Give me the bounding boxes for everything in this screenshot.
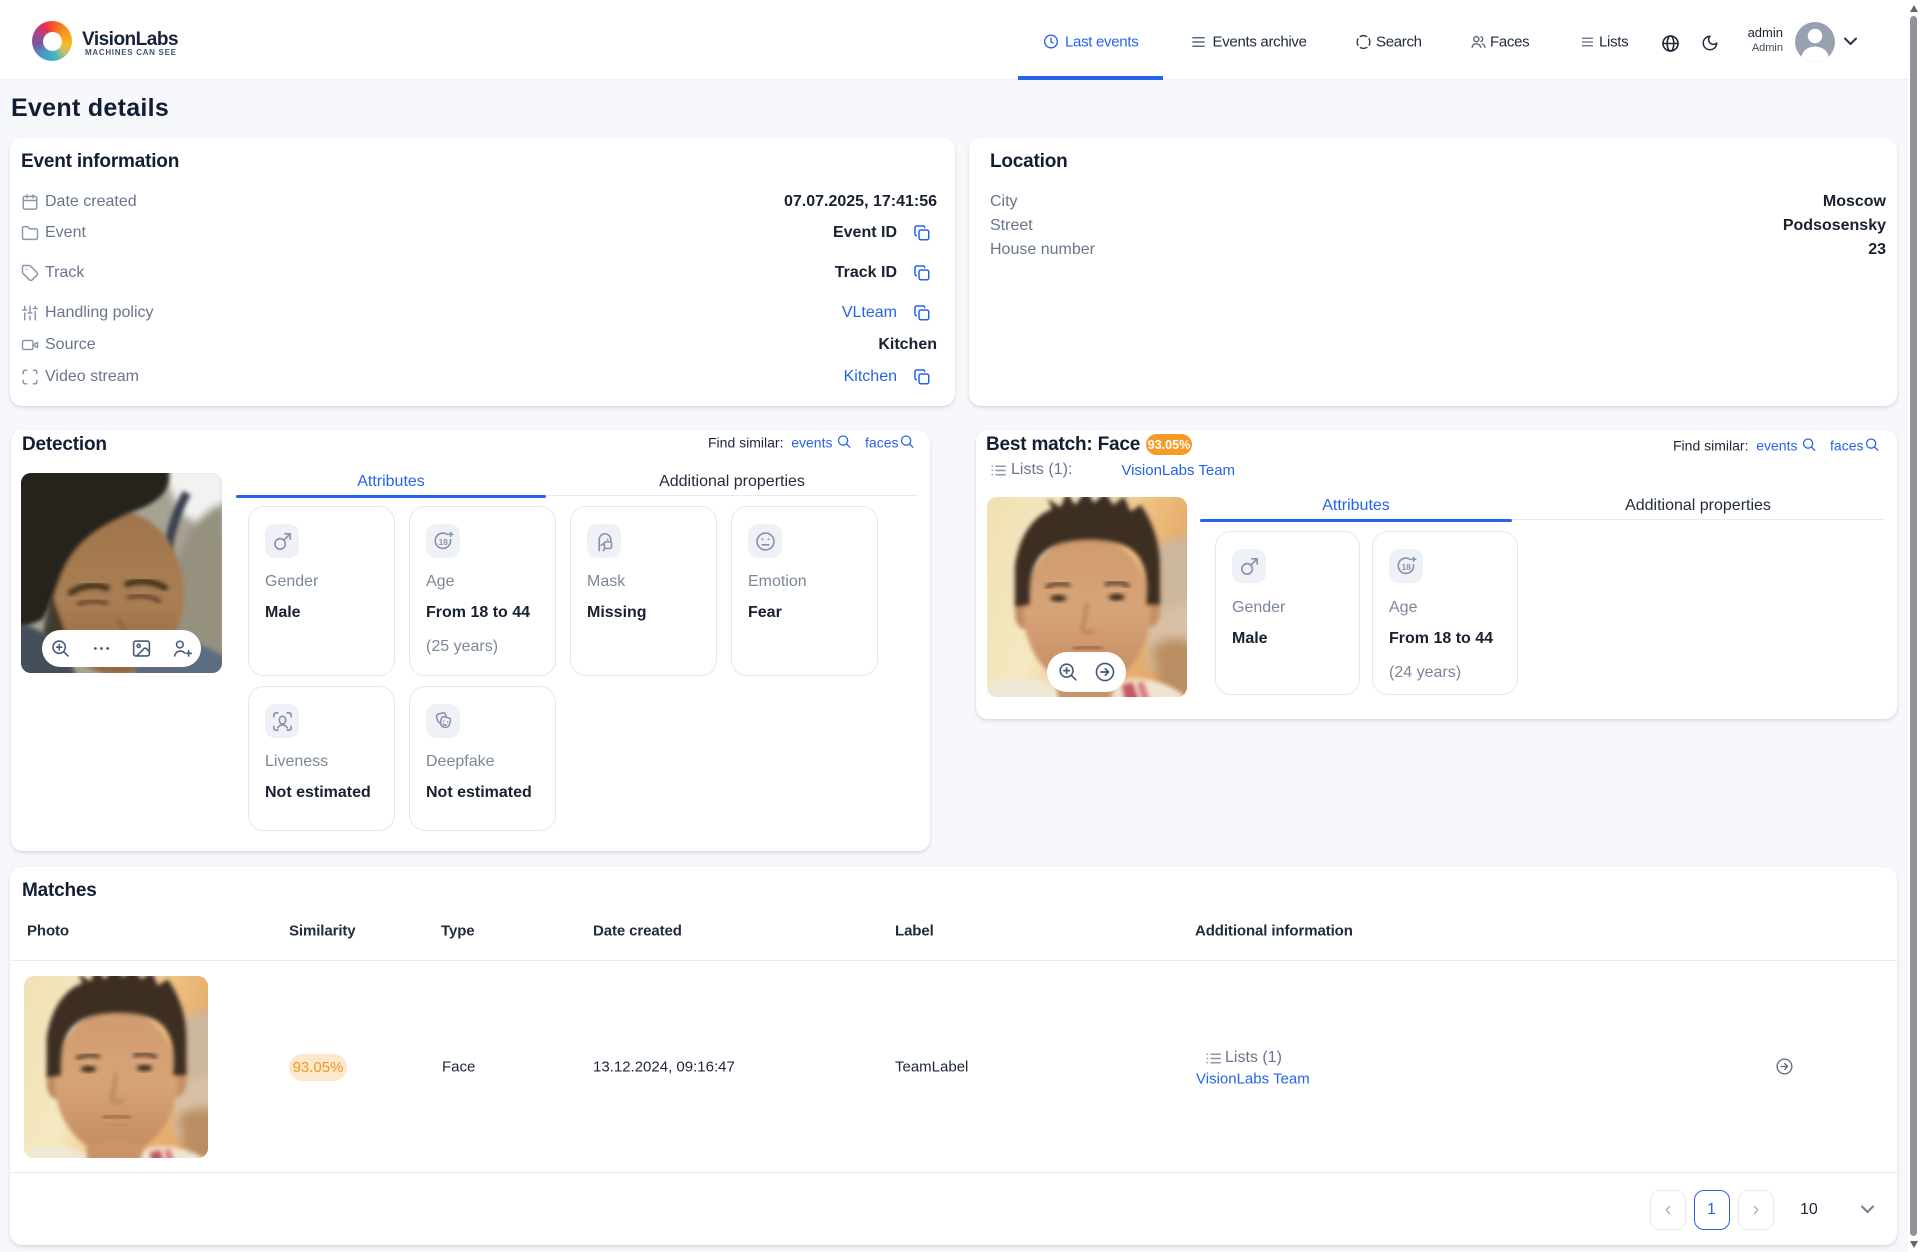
svg-text:18: 18 xyxy=(438,538,448,547)
svg-text:18: 18 xyxy=(1401,563,1411,572)
